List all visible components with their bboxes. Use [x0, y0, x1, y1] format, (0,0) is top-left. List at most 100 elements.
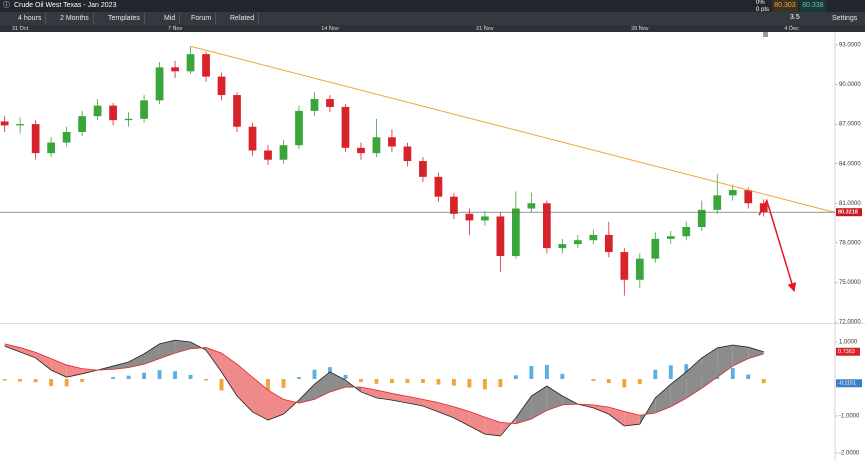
candle-body [744, 190, 753, 204]
histogram-bar [2, 379, 7, 381]
candle-body [0, 121, 9, 126]
candle-body [651, 238, 660, 259]
histogram-bar [64, 379, 69, 387]
macd-fill [469, 411, 485, 435]
histogram-bar [173, 371, 177, 379]
settings-button[interactable]: Settings [832, 15, 858, 22]
price-type-button[interactable]: Mid [160, 13, 181, 24]
macd-fill [298, 384, 315, 404]
histogram-bar [451, 379, 456, 386]
histogram-bar [591, 379, 596, 381]
annotation-arrow [758, 198, 797, 293]
histogram-bar [606, 379, 611, 384]
histogram-bar [204, 379, 208, 381]
macd-fill [175, 340, 191, 354]
macd-fill [113, 361, 129, 370]
histogram-bar [467, 379, 472, 388]
macd-line [4, 339, 764, 437]
candle-body [728, 190, 737, 196]
histogram-bar [730, 367, 735, 379]
candle-body [310, 99, 319, 111]
candle-body [155, 67, 164, 101]
trend-line [190, 45, 836, 213]
candle-body [511, 208, 520, 257]
forum-button[interactable]: Forum [187, 13, 217, 24]
macd-fill [128, 353, 145, 368]
x-tick-label: 31 Oct [12, 26, 29, 32]
macd-fill [593, 404, 609, 415]
histogram-bar [544, 364, 549, 379]
date-strip [0, 25, 865, 32]
macd-fill [670, 371, 687, 407]
y-tick-label: 72.0000 [839, 320, 861, 326]
y-tick-label: 84.0000 [839, 161, 861, 167]
histogram-value-box [836, 379, 862, 388]
candle-body [388, 137, 396, 147]
candle-body [573, 240, 582, 245]
candle-body [527, 203, 536, 209]
candle-body [403, 146, 412, 162]
candle-body [248, 126, 257, 151]
histogram-bar [111, 377, 116, 379]
macd-fill [732, 344, 749, 367]
buy-price[interactable]: 80.338 [800, 0, 826, 12]
candle-body [697, 209, 706, 228]
candle-body [604, 234, 613, 253]
candle-body [450, 196, 458, 214]
histogram-bar [482, 379, 487, 390]
histogram-bar [390, 379, 394, 384]
y-tick-label: 93.0000 [839, 43, 861, 49]
candle-body [682, 227, 691, 237]
candle-body [465, 213, 474, 221]
candle-body [357, 147, 365, 154]
candle-body [589, 234, 598, 241]
macd-fill [4, 343, 21, 352]
candle-body [78, 116, 86, 133]
x-tick-label: 4 Dec [784, 26, 799, 32]
macd-fill [453, 406, 470, 426]
macd-fill [546, 386, 563, 411]
candle-body [481, 216, 489, 221]
signal-line [4, 343, 764, 425]
candle-body [326, 99, 334, 107]
histogram-bar [420, 379, 425, 384]
macd-fill [717, 344, 733, 378]
candle-body [233, 95, 241, 127]
info-icon[interactable]: ⓘ [3, 2, 10, 9]
interval-button[interactable]: 4 hours [14, 13, 47, 24]
templates-button[interactable]: Templates [104, 13, 145, 24]
histogram-bar [374, 379, 379, 384]
macd-fill [484, 417, 501, 436]
histogram-bar [343, 374, 348, 379]
candle-body [217, 76, 226, 96]
macd-fill [20, 347, 36, 358]
change-points: 0 pts [756, 7, 770, 13]
histogram-bar [33, 379, 38, 383]
x-tick-label: 14 Nov [321, 26, 339, 32]
spread: 3.5 [790, 14, 800, 21]
candle-body [620, 252, 629, 280]
histogram-bar [405, 379, 410, 384]
related-button[interactable]: Related [226, 13, 260, 24]
candle-body [419, 161, 427, 177]
histogram-bar [498, 379, 503, 388]
y-tick-label: 1.0000 [839, 340, 858, 346]
histogram-bar [668, 365, 673, 379]
sell-price[interactable]: 80.303 [772, 0, 798, 12]
histogram-bar [142, 372, 147, 379]
macd-fill [159, 340, 176, 359]
range-button[interactable]: 2 Months [56, 13, 94, 24]
histogram-bar [157, 370, 162, 379]
y-tick-label: 75.0000 [839, 280, 861, 286]
histogram-bar [297, 377, 301, 379]
histogram-value-label: -0.1151 [838, 381, 856, 387]
candle-body [47, 142, 55, 154]
histogram-bar [219, 379, 224, 391]
candle-body [434, 176, 443, 197]
macd-fill [438, 402, 454, 418]
macd-fill [422, 399, 439, 412]
histogram-bar [637, 379, 642, 385]
macd-fill [608, 407, 625, 426]
candle-body [140, 100, 148, 119]
y-tick-label: -1.0000 [839, 414, 860, 420]
